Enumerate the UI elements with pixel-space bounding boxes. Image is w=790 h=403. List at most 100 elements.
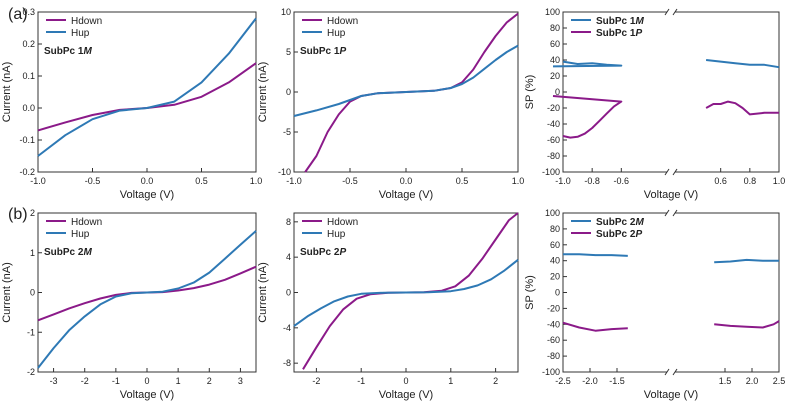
x-tick-label: -1	[112, 376, 120, 386]
sample-annotation: SubPc 1P	[300, 46, 346, 57]
y-axis-label: Current (nA)	[257, 62, 269, 123]
x-tick-label: -0.6	[614, 176, 630, 186]
sample-annotation-suffix: P	[339, 46, 346, 57]
x-tick-label: -1.0	[286, 176, 302, 186]
x-tick-label: 1.0	[512, 176, 525, 186]
y-tick-label: 10	[281, 7, 291, 17]
y-tick-label: 0.2	[22, 39, 35, 49]
x-tick-label: -3	[50, 376, 58, 386]
x-axis-label: Voltage (V)	[120, 389, 174, 401]
x-tick-label: 2	[493, 376, 498, 386]
legend-label-suffix: P	[635, 229, 642, 240]
sample-annotation-suffix: M	[83, 247, 92, 258]
x-tick-label: -1	[357, 376, 365, 386]
axis-break-mark	[664, 8, 670, 16]
series-line-1	[552, 59, 780, 69]
y-tick-label: -0.2	[19, 167, 35, 177]
y-tick-label: -60	[547, 335, 560, 345]
legend-label: SubPc 1M	[596, 16, 644, 27]
y-tick-label: -80	[547, 351, 560, 361]
y-tick-label: 0.1	[22, 71, 35, 81]
x-tick-label: -0.8	[584, 176, 600, 186]
y-tick-label: 60	[550, 240, 560, 250]
x-tick-label: 3	[238, 376, 243, 386]
row-label-a: (a)	[8, 6, 28, 23]
y-tick-label: -4	[283, 323, 291, 333]
y-axis-label: SP (%)	[524, 275, 536, 310]
x-tick-label: 2	[207, 376, 212, 386]
legend-label: Hdown	[327, 16, 358, 27]
chart-panel-b3: -2.5 -2.0 -1.5 1.5 2.0 2.5 -100 -80 -60 -40 -20 0 20…	[524, 208, 785, 401]
y-tick-label: -8	[283, 358, 291, 368]
series-line-2	[293, 259, 519, 327]
chart-panel-b1: -3 -2 -1 0 1 2 3 -2 -1 0 1 2 Voltage (V) Current (nA)…	[1, 208, 257, 401]
chart-panel-b2: -2 -1 0 1 2 -8 -4 0 4 8 Voltage (V) Current (nA) Hdo…	[257, 212, 519, 401]
x-tick-label: 1	[176, 376, 181, 386]
y-tick-label: -5	[283, 127, 291, 137]
axis-break-mark	[672, 8, 678, 16]
axis-break-mark	[672, 209, 678, 217]
y-tick-label: 100	[545, 208, 560, 218]
y-axis-label: Current (nA)	[1, 262, 13, 323]
y-tick-label: 40	[550, 256, 560, 266]
series-line-2	[37, 230, 257, 369]
sample-annotation-suffix: P	[339, 247, 346, 258]
y-tick-label: 20	[550, 71, 560, 81]
y-tick-label: 20	[550, 272, 560, 282]
series-line-1	[563, 253, 779, 264]
axis-break-gap	[667, 369, 675, 375]
x-axis-label: Voltage (V)	[644, 189, 698, 201]
x-tick-label: 2.5	[773, 376, 786, 386]
series-line-2	[562, 320, 780, 332]
axis-break-mark	[672, 168, 678, 176]
x-tick-label: -2.0	[582, 376, 598, 386]
x-tick-label: -2	[81, 376, 89, 386]
y-tick-label: 40	[550, 55, 560, 65]
sample-annotation-suffix: M	[83, 46, 92, 57]
y-tick-label: -2	[27, 367, 35, 377]
x-tick-label: -0.5	[342, 176, 358, 186]
legend-label: Hup	[71, 229, 90, 240]
x-tick-label: 1.0	[250, 176, 263, 186]
row-label-b: (b)	[8, 206, 28, 223]
y-tick-label: 80	[550, 224, 560, 234]
y-tick-label: -20	[547, 303, 560, 313]
axis-break-mark	[672, 368, 678, 376]
y-axis-label: Current (nA)	[257, 262, 269, 323]
x-axis-label: Voltage (V)	[120, 189, 174, 201]
y-tick-label: 0	[555, 87, 560, 97]
axis-break-gap	[667, 210, 675, 216]
y-tick-label: 1	[30, 248, 35, 258]
x-tick-label: 1	[448, 376, 453, 386]
y-tick-label: -40	[547, 319, 560, 329]
axis-break-gap	[667, 169, 675, 175]
legend-label-suffix: P	[635, 28, 642, 39]
y-tick-label: 60	[550, 39, 560, 49]
y-tick-label: 0	[30, 288, 35, 298]
y-tick-label: 4	[286, 252, 291, 262]
chart-panel-a1: -1.0 -0.5 0.0 0.5 1.0 -0.2 -0.1 0.0 0.1 0.2 0.3 Vol…	[1, 7, 262, 201]
legend-label: Hup	[327, 229, 346, 240]
x-tick-label: 0	[144, 376, 149, 386]
legend-label: Hdown	[71, 16, 102, 27]
sample-annotation: SubPc 2M	[44, 247, 92, 258]
x-tick-label: 2.0	[746, 376, 759, 386]
x-tick-label: 1.5	[719, 376, 732, 386]
legend-label-suffix: M	[635, 16, 644, 27]
y-tick-label: -10	[278, 167, 291, 177]
sample-annotation: SubPc 2P	[300, 247, 346, 258]
x-tick-label: 0.6	[714, 176, 727, 186]
axis-break-mark	[664, 209, 670, 217]
y-tick-label: -100	[542, 367, 560, 377]
y-tick-label: 5	[286, 47, 291, 57]
y-tick-label: -20	[547, 103, 560, 113]
sample-annotation: SubPc 1M	[44, 46, 92, 57]
y-tick-label: 0	[286, 87, 291, 97]
x-tick-label: 0.0	[141, 176, 154, 186]
legend-label: SubPc 2M	[596, 217, 644, 228]
legend-label: SubPc 1P	[596, 28, 642, 39]
series-line-2	[37, 17, 257, 157]
x-tick-label: 0.8	[744, 176, 757, 186]
x-tick-label: -2	[312, 376, 320, 386]
x-axis-label: Voltage (V)	[379, 389, 433, 401]
